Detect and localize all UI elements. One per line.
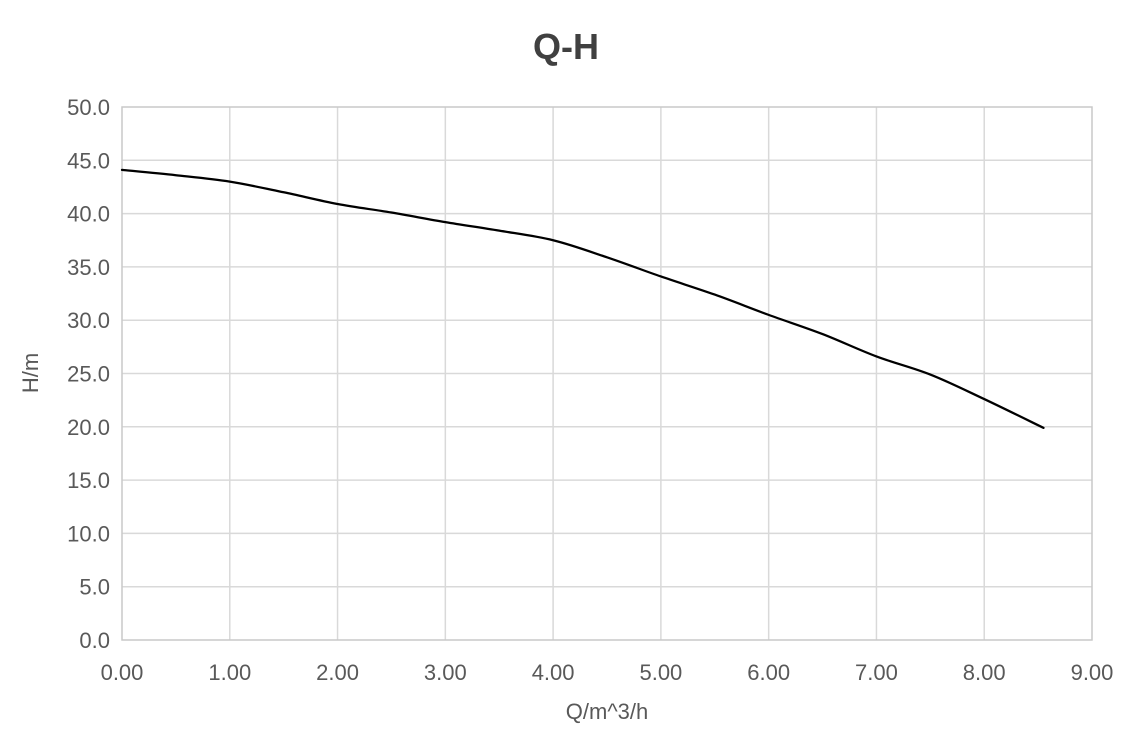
x-tick-label: 7.00 (855, 660, 898, 685)
x-tick-label: 4.00 (532, 660, 575, 685)
x-tick-label: 8.00 (963, 660, 1006, 685)
y-tick-label: 40.0 (67, 202, 110, 227)
y-tick-label: 10.0 (67, 521, 110, 546)
y-tick-label: 45.0 (67, 148, 110, 173)
x-tick-label: 0.00 (101, 660, 144, 685)
gridlines (122, 107, 1092, 640)
chart-title: Q-H (533, 26, 599, 67)
y-tick-label: 15.0 (67, 468, 110, 493)
x-tick-label: 1.00 (208, 660, 251, 685)
plot-area-border (121, 106, 1093, 641)
x-tick-label: 3.00 (424, 660, 467, 685)
y-tick-label: 20.0 (67, 415, 110, 440)
x-tick-label: 6.00 (747, 660, 790, 685)
y-axis-title: H/m (18, 353, 43, 393)
qh-curve (120, 168, 1045, 429)
y-axis-tick-labels: 0.0 5.0 10.0 15.0 20.0 25.0 30.0 35.0 40.0 45.0 50… (67, 95, 110, 653)
y-tick-label: 30.0 (67, 308, 110, 333)
x-tick-label: 2.00 (316, 660, 359, 685)
x-axis-tick-labels: 0.00 1.00 2.00 3.00 4.00 5.00 6.00 7.00 8.00 9.00 (101, 660, 1114, 685)
y-tick-label: 50.0 (67, 95, 110, 120)
x-tick-label: 9.00 (1071, 660, 1114, 685)
y-tick-label: 25.0 (67, 362, 110, 387)
x-axis-title: Q/m^3/h (566, 699, 648, 724)
x-tick-label: 5.00 (639, 660, 682, 685)
y-tick-label: 35.0 (67, 255, 110, 280)
y-tick-label: 0.0 (79, 628, 110, 653)
y-tick-label: 5.0 (79, 575, 110, 600)
